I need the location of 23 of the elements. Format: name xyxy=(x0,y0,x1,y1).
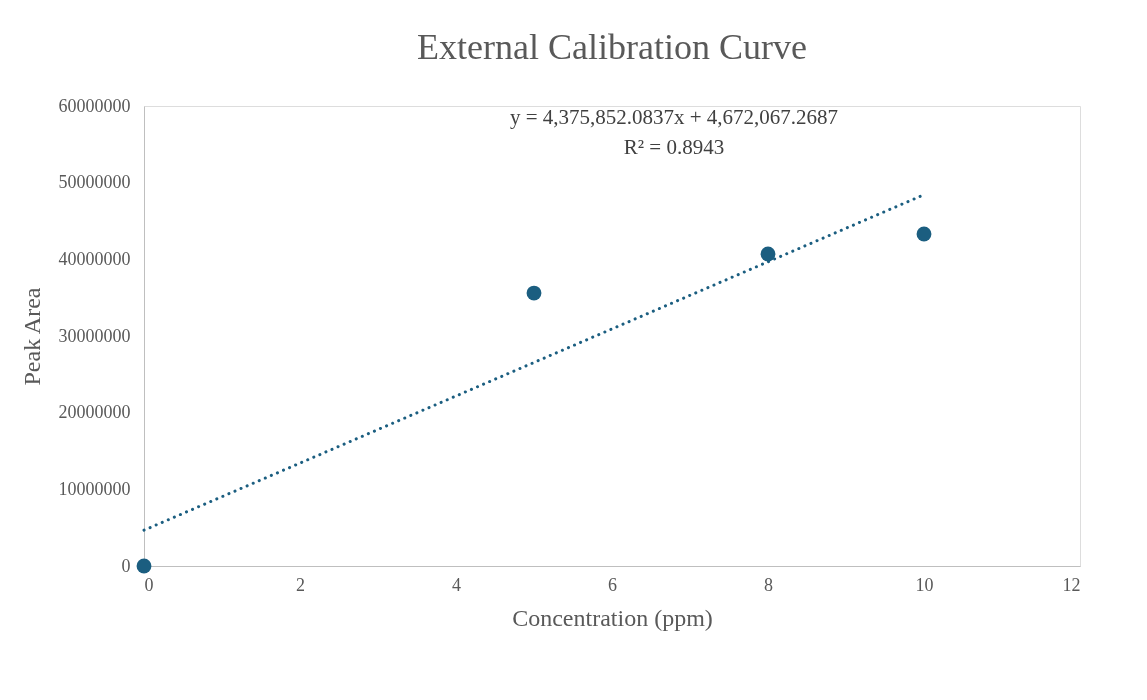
point xyxy=(136,558,152,574)
point xyxy=(916,226,932,242)
chart-title: External Calibration Curve xyxy=(417,27,807,67)
y-tick-label: 50000000 xyxy=(58,172,131,193)
y-tick-label: 60000000 xyxy=(58,95,131,116)
y-tick-label: 20000000 xyxy=(58,402,131,423)
y-tick-label: 30000000 xyxy=(58,325,131,346)
annotation: R² = 0.8943 xyxy=(623,135,725,159)
x-tick-label: 6 xyxy=(608,574,617,595)
y-tick-label: 0 xyxy=(121,555,131,576)
point xyxy=(526,285,542,301)
x-tick-label: 4 xyxy=(452,574,461,595)
point xyxy=(760,246,776,262)
annotation: y = 4,375,852.0837x + 4,672,067.2687 xyxy=(509,105,839,129)
y-axis-title: Peak Area xyxy=(18,287,45,386)
x-tick-label: 12 xyxy=(1062,574,1081,595)
x-tick-label: 10 xyxy=(915,574,934,595)
x-tick-label: 0 xyxy=(144,574,154,595)
x-tick-label: 8 xyxy=(764,574,773,595)
y-tick-label: 10000000 xyxy=(58,478,131,499)
x-tick-label: 2 xyxy=(296,574,305,595)
y-tick-label: 40000000 xyxy=(58,248,131,269)
x-axis-title: Concentration (ppm) xyxy=(512,604,713,631)
